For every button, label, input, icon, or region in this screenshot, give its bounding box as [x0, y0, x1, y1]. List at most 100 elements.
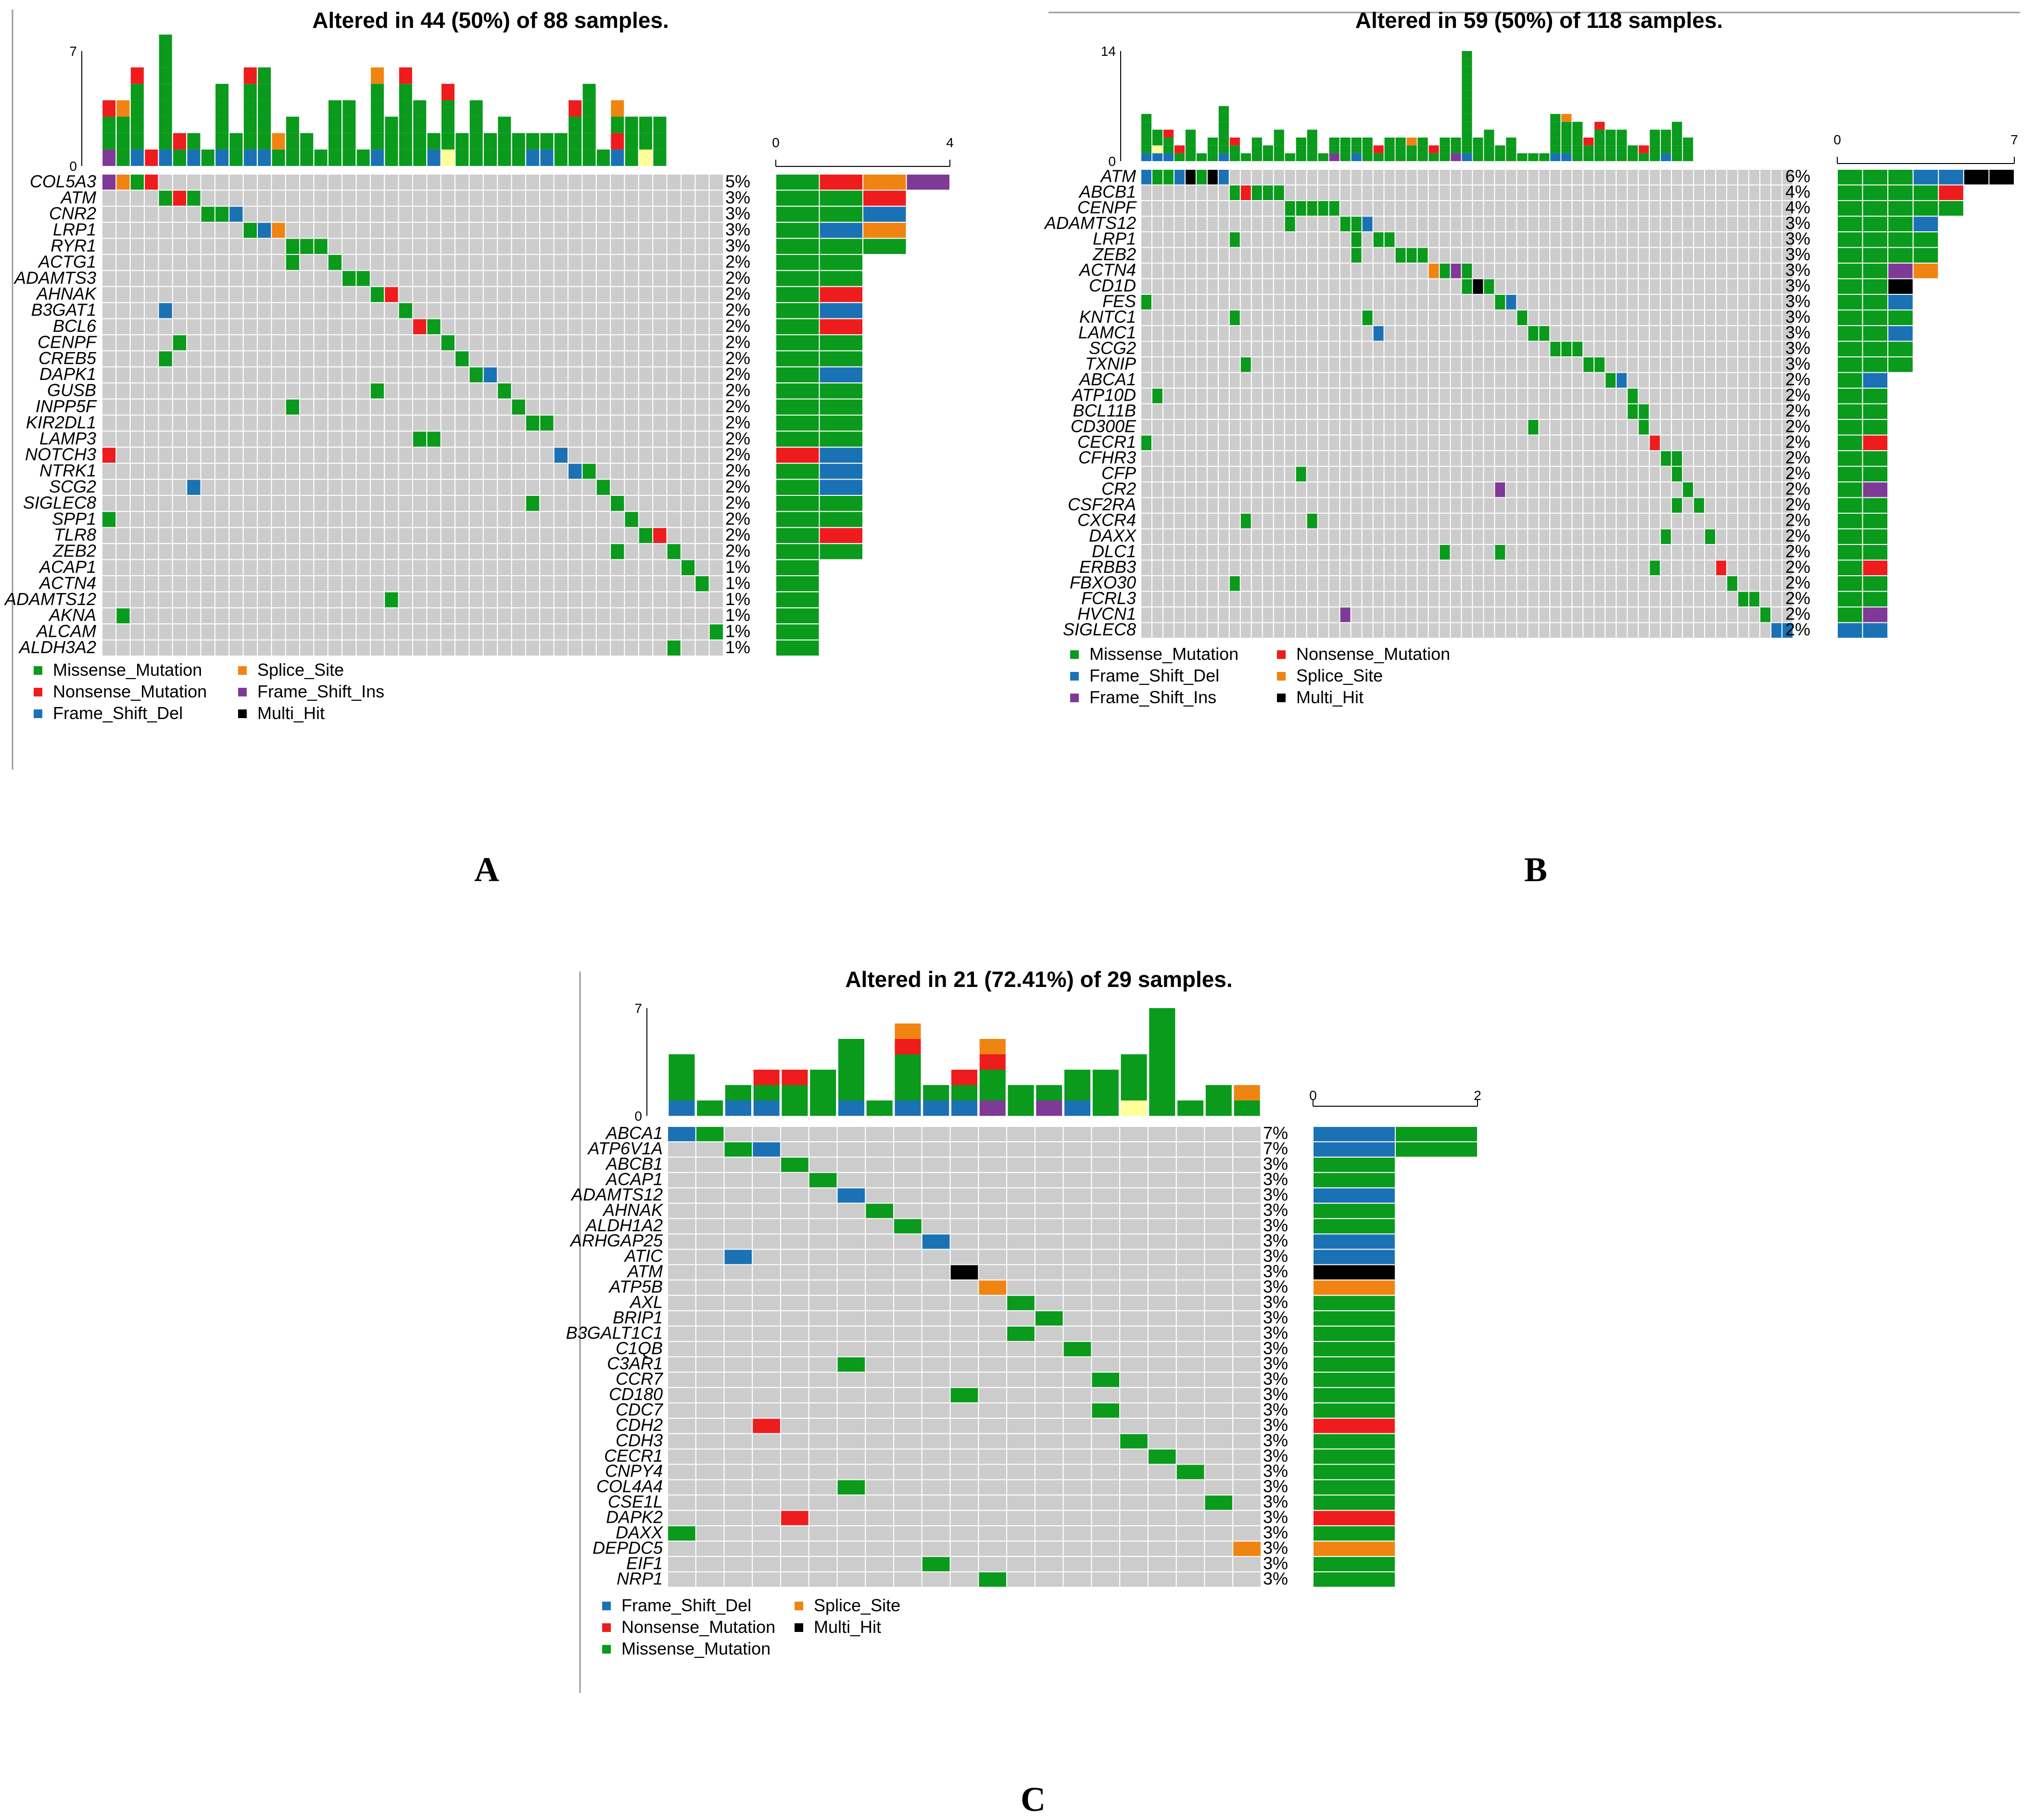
panel-c-empty-cell — [1119, 1356, 1149, 1373]
panel-b-empty-cell — [1350, 466, 1363, 482]
panel-a-empty-cell — [426, 415, 442, 432]
panel-c-empty-cell — [836, 1464, 866, 1480]
panel-c-empty-cell — [808, 1279, 838, 1296]
panel-b-empty-cell — [1228, 403, 1241, 420]
panel-a-empty-cell — [610, 254, 625, 271]
panel-a-empty-cell — [299, 527, 315, 544]
panel-a-empty-cell — [680, 430, 696, 448]
panel-a-empty-cell — [158, 639, 173, 657]
panel-b-empty-cell — [1770, 356, 1783, 373]
panel-a-tmb-segment — [399, 116, 412, 133]
panel-a-empty-cell — [384, 302, 399, 319]
panel-b-gene-label: ERBB3 — [1079, 557, 1136, 577]
panel-b-mutation-cell — [1239, 184, 1252, 201]
panel-a-empty-cell — [299, 318, 315, 335]
panel-c-tmb-segment — [1064, 1100, 1091, 1116]
panel-c-empty-cell — [1175, 1341, 1205, 1357]
panel-c-mutation-cell — [1062, 1341, 1092, 1357]
panel-b-empty-cell — [1217, 356, 1230, 373]
panel-b-empty-cell — [1184, 278, 1197, 295]
panel-c-gene-labels: ABCA1ATP6V1AABCB1ACAP1ADAMTS12AHNAKALDH1… — [566, 1123, 664, 1588]
panel-a-tmb-segment — [540, 149, 554, 166]
panel-c-empty-cell — [1232, 1571, 1262, 1588]
panel-a-empty-cell — [468, 302, 484, 319]
panel-b-empty-cell — [1284, 263, 1296, 279]
panel-b-empty-cell — [1361, 263, 1374, 279]
panel-a-empty-cell — [299, 446, 315, 464]
panel-b-empty-cell — [1759, 591, 1772, 607]
panel-a-empty-cell — [144, 543, 159, 560]
panel-a-empty-cell — [708, 639, 724, 657]
panel-a-empty-cell — [638, 382, 654, 400]
panel-c-empty-cell — [865, 1310, 895, 1327]
panel-c-empty-cell — [808, 1479, 838, 1496]
panel-a-empty-cell — [200, 334, 215, 352]
panel-a-empty-cell — [482, 479, 498, 496]
panel-b-empty-cell — [1251, 215, 1263, 232]
panel-b-empty-cell — [1173, 450, 1186, 467]
panel-a-empty-cell — [426, 607, 442, 625]
panel-a-mutation-cell — [115, 607, 131, 625]
panel-b-gene-count-segment — [1837, 591, 1863, 607]
panel-b-empty-cell — [1405, 528, 1418, 545]
panel-c-empty-cell — [865, 1541, 895, 1557]
panel-a-tmb-segment — [427, 149, 441, 166]
panel-b-empty-cell — [1405, 403, 1418, 420]
panel-a-empty-cell — [426, 350, 442, 367]
panel-c-empty-cell — [695, 1571, 725, 1588]
panel-c-empty-cell — [921, 1541, 951, 1557]
panel-a-tmb-segment — [215, 133, 229, 150]
panel-b-empty-cell — [1616, 466, 1628, 482]
panel-b-empty-cell — [1593, 575, 1606, 592]
panel-a-tmb-segment — [413, 133, 427, 150]
panel-a-empty-cell — [242, 591, 258, 608]
panel-a-empty-cell — [313, 575, 328, 593]
panel-a-empty-cell — [455, 543, 470, 560]
panel-b-gene-count-segment — [1837, 528, 1863, 545]
panel-a-empty-cell — [200, 222, 215, 239]
panel-a-empty-cell — [638, 575, 654, 593]
panel-b-empty-cell — [1184, 513, 1197, 530]
panel-a-empty-cell — [426, 543, 442, 560]
panel-a-gene-label: RYR1 — [51, 236, 96, 255]
panel-a-empty-cell — [595, 527, 611, 544]
panel-a-empty-cell — [525, 190, 541, 207]
panel-c-empty-cell — [723, 1387, 753, 1403]
panel-b-empty-cell — [1306, 466, 1318, 482]
panel-a-empty-cell — [299, 559, 315, 576]
panel-a-empty-cell — [595, 190, 611, 207]
panel-c-tmb-segment — [725, 1085, 751, 1100]
panel-b-empty-cell — [1273, 309, 1285, 326]
panel-b-empty-cell — [1737, 309, 1750, 326]
panel-a-empty-cell — [228, 190, 244, 207]
panel-a-empty-cell — [355, 575, 371, 593]
panel-a-empty-cell — [271, 382, 286, 400]
panel-a-empty-cell — [214, 527, 230, 544]
panel-a-empty-cell — [568, 430, 583, 448]
panel-b-gene-count-segment — [1837, 309, 1863, 326]
panel-a-empty-cell — [101, 334, 117, 352]
panel-a-gene-count-segment — [775, 559, 820, 576]
panel-b-mutation-cell — [1494, 294, 1506, 311]
panel-a-empty-cell — [158, 591, 173, 608]
panel-b-empty-cell — [1649, 325, 1661, 342]
panel-a-gene-count-segment — [819, 270, 863, 287]
panel-b-empty-cell — [1538, 403, 1551, 420]
panel-c-empty-cell — [893, 1326, 922, 1342]
panel-c-tmb-segment — [669, 1085, 695, 1100]
panel-b-empty-cell — [1715, 544, 1728, 561]
panel-b-empty-cell — [1571, 497, 1584, 514]
panel-a-empty-cell — [412, 366, 428, 384]
panel-a-empty-cell — [200, 607, 215, 625]
panel-c-empty-cell — [1175, 1448, 1205, 1465]
panel-b-empty-cell — [1627, 481, 1639, 498]
panel-c-tmb-segment — [838, 1070, 864, 1085]
panel-c-gene-count-segment — [1313, 1433, 1396, 1450]
panel-b-empty-cell — [1571, 263, 1584, 279]
panel-b-percent-label: 3% — [1785, 260, 1810, 280]
panel-b-tmb-segment — [1617, 129, 1627, 138]
panel-b-empty-cell — [1195, 591, 1208, 607]
panel-a-gene-count-segment — [775, 318, 820, 335]
panel-b-empty-cell — [1184, 263, 1197, 279]
panel-b-legend-label: Nonsense_Mutation — [1296, 644, 1450, 664]
